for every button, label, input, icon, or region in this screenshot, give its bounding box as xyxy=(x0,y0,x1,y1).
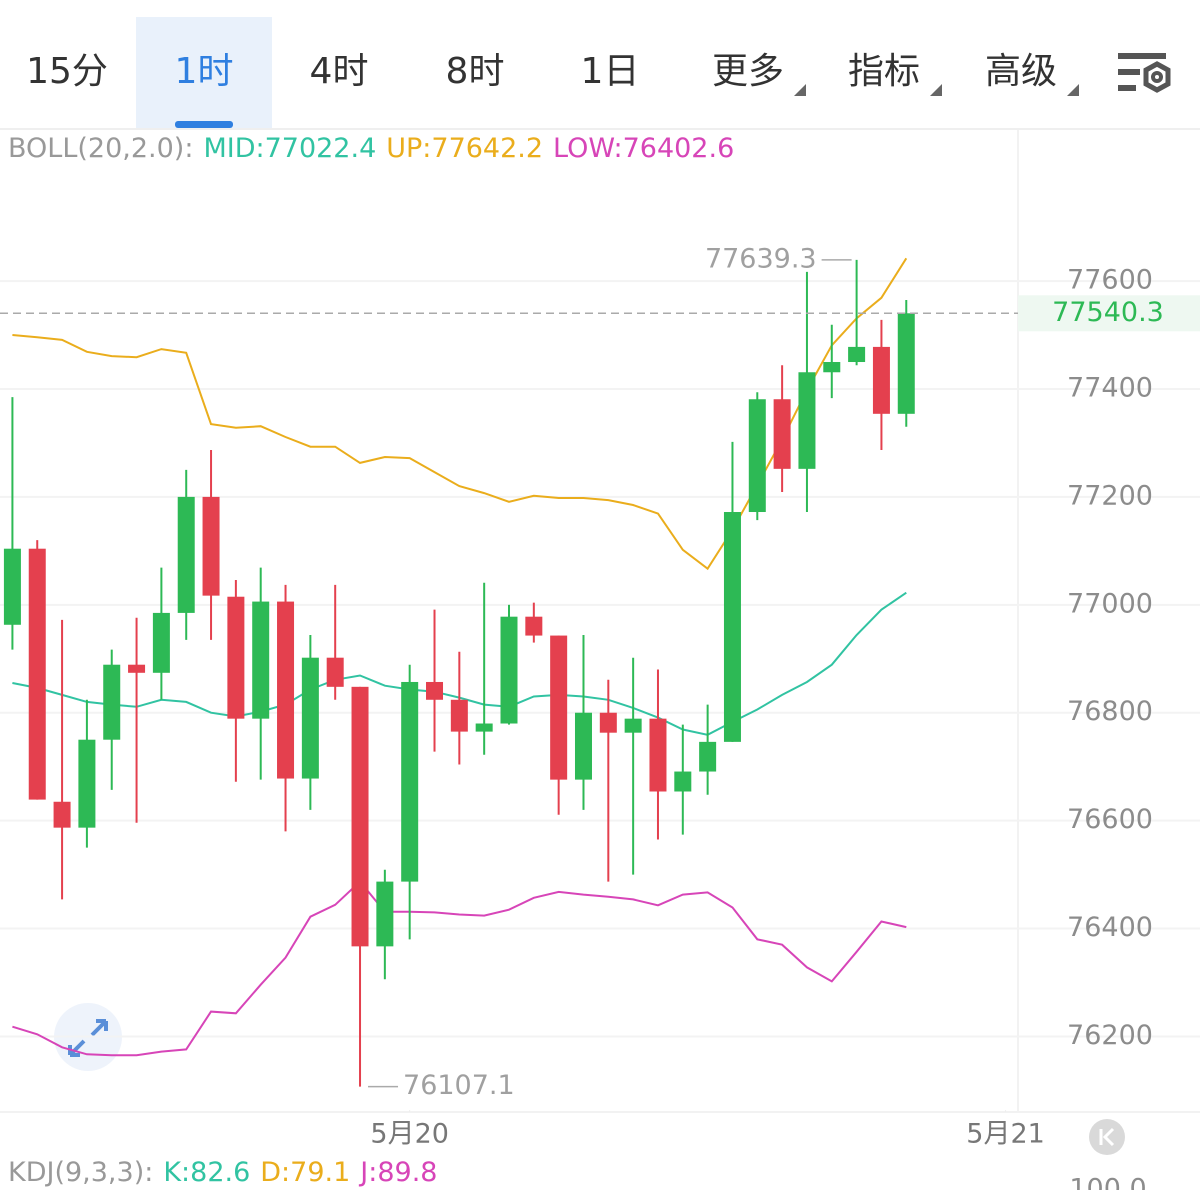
tab[interactable]: 高级 xyxy=(985,51,1057,92)
candle-body xyxy=(748,399,766,513)
tab[interactable]: 更多 xyxy=(712,51,784,92)
kdj-label: KDJ(9,3,3): xyxy=(8,1157,153,1188)
dropdown-triangle xyxy=(930,84,942,96)
candle-body xyxy=(574,712,592,780)
settings-icon[interactable] xyxy=(1118,53,1171,93)
last-price-box xyxy=(1018,295,1200,332)
candle-body xyxy=(53,801,71,828)
candle-body xyxy=(326,657,344,687)
legend-value: 77022.4 xyxy=(265,133,377,164)
candle-body xyxy=(475,723,493,732)
legend-name: MID: xyxy=(203,133,264,164)
candle-body xyxy=(426,681,444,700)
kdj-value: 79.1 xyxy=(290,1157,350,1188)
tab[interactable]: 8时 xyxy=(446,51,505,92)
candle-body xyxy=(227,596,245,719)
plot xyxy=(3,257,915,1087)
dropdown-triangle xyxy=(1067,84,1079,96)
candle-body xyxy=(723,512,741,742)
tab[interactable]: 1日 xyxy=(581,51,640,92)
kdj-value: 82.6 xyxy=(190,1157,250,1188)
min-label: 76107.1 xyxy=(403,1070,515,1101)
y-tick-label: 76400 xyxy=(1067,912,1153,943)
max-label: 77639.3 xyxy=(705,243,817,274)
candle-body xyxy=(351,686,369,947)
kdj-name: J: xyxy=(358,1157,377,1188)
candle-body xyxy=(450,699,468,732)
x-tick-label: 5月21 xyxy=(966,1119,1045,1150)
legend-name: LOW: xyxy=(553,133,623,164)
candle-body xyxy=(28,548,46,800)
candle-body xyxy=(798,372,816,469)
indicator-label: BOLL(20,2.0): xyxy=(8,133,193,164)
y-tick-label: 76800 xyxy=(1067,696,1153,727)
candle-body xyxy=(624,718,642,733)
legend-name: UP: xyxy=(386,133,431,164)
candle-body xyxy=(525,616,543,636)
kdj-axis-label: 100.0 xyxy=(1069,1174,1146,1190)
y-tick-label: 77400 xyxy=(1067,372,1153,403)
kdj-name: K: xyxy=(163,1157,190,1188)
tab[interactable]: 1时 xyxy=(175,51,234,92)
candle-body xyxy=(872,346,890,414)
candle-body xyxy=(773,399,791,469)
y-tick-label: 77600 xyxy=(1067,265,1153,296)
dropdown-triangle xyxy=(794,84,806,96)
candle-body xyxy=(78,739,96,828)
candle-body xyxy=(674,771,692,792)
kdj-legend: KDJ(9,3,3): K:82.6 D:79.1 J:89.8 xyxy=(8,1157,437,1188)
tab[interactable]: 15分 xyxy=(26,51,108,92)
selected-tab-bg xyxy=(136,17,272,128)
candle-body xyxy=(848,346,866,363)
legend-value: 77642.2 xyxy=(431,133,543,164)
candle-body xyxy=(699,741,717,772)
kdj-value: 89.8 xyxy=(377,1157,437,1188)
legend-value: 76402.6 xyxy=(623,133,735,164)
y-tick-label: 77200 xyxy=(1067,480,1153,511)
candle-body xyxy=(649,718,667,792)
indicator-legend: BOLL(20,2.0): MID:77022.4 UP:77642.2 LOW:76… xyxy=(8,133,734,164)
candle-body xyxy=(177,496,195,613)
tab[interactable]: 指标 xyxy=(848,51,920,92)
y-tick-label: 76200 xyxy=(1067,1020,1153,1051)
candle-body xyxy=(152,612,170,673)
candle-body xyxy=(277,601,295,779)
selected-tab-underline xyxy=(175,121,233,128)
candle-body xyxy=(897,313,915,414)
candle-body xyxy=(202,496,220,596)
candle-body xyxy=(103,664,121,740)
candle-body xyxy=(128,664,146,673)
y-tick-label: 76600 xyxy=(1067,804,1153,835)
kdj-name: D: xyxy=(260,1157,290,1188)
last-price-label: 77540.3 xyxy=(1052,297,1164,328)
candle-body xyxy=(823,362,841,373)
candle-body xyxy=(3,548,21,625)
boll-line xyxy=(12,257,908,571)
candle-body xyxy=(550,635,568,780)
candle-body xyxy=(599,712,617,733)
candle-body xyxy=(376,881,394,947)
candle-body xyxy=(401,681,419,882)
collapse-button[interactable] xyxy=(1089,1119,1125,1155)
x-tick-label: 5月20 xyxy=(370,1119,449,1150)
tab[interactable]: 4时 xyxy=(310,51,369,92)
candle-body xyxy=(500,616,518,724)
candle-body xyxy=(252,601,270,719)
boll-line xyxy=(12,880,907,1057)
candle-body xyxy=(301,657,319,779)
y-tick-label: 77000 xyxy=(1067,588,1153,619)
